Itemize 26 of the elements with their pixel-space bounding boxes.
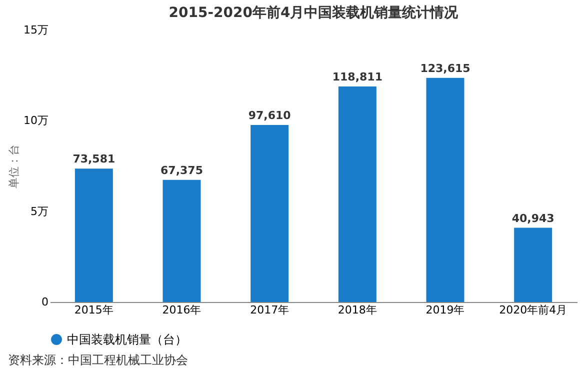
legend-label: 中国装载机销量（台）: [67, 332, 187, 346]
text: 97,610: [248, 109, 291, 122]
bar: [514, 228, 552, 302]
y-tick-label: 0: [42, 296, 48, 308]
bar: [162, 180, 201, 302]
bar: [250, 125, 289, 302]
text: 40,943: [512, 212, 554, 225]
bar: [426, 78, 464, 302]
text: 资料来源：中国工程机械工业协会: [7, 352, 189, 369]
bar: [338, 86, 376, 302]
y-tick-label: 5万: [30, 204, 48, 218]
bar: [74, 168, 113, 302]
y-tick-label: 15万: [24, 24, 48, 36]
y-axis-title: 单位：台: [8, 144, 21, 188]
chart-title: 2015-2020年前4月中国装载机销量统计情况: [168, 4, 460, 21]
x-tick-label: 2015年: [74, 304, 114, 316]
text: 67,375: [160, 164, 203, 177]
text: 118,811: [332, 70, 382, 84]
x-tick-label: 2017年: [250, 304, 290, 316]
x-tick-label: 2016年: [162, 304, 202, 316]
y-tick-label: 10万: [24, 114, 48, 128]
x-tick-label: 2018年: [338, 304, 377, 316]
text: 73,581: [72, 152, 116, 166]
x-tick-label: 2019年: [426, 304, 465, 316]
text: 123,615: [420, 62, 470, 75]
x-tick-label: 2020年前4月: [499, 304, 568, 316]
